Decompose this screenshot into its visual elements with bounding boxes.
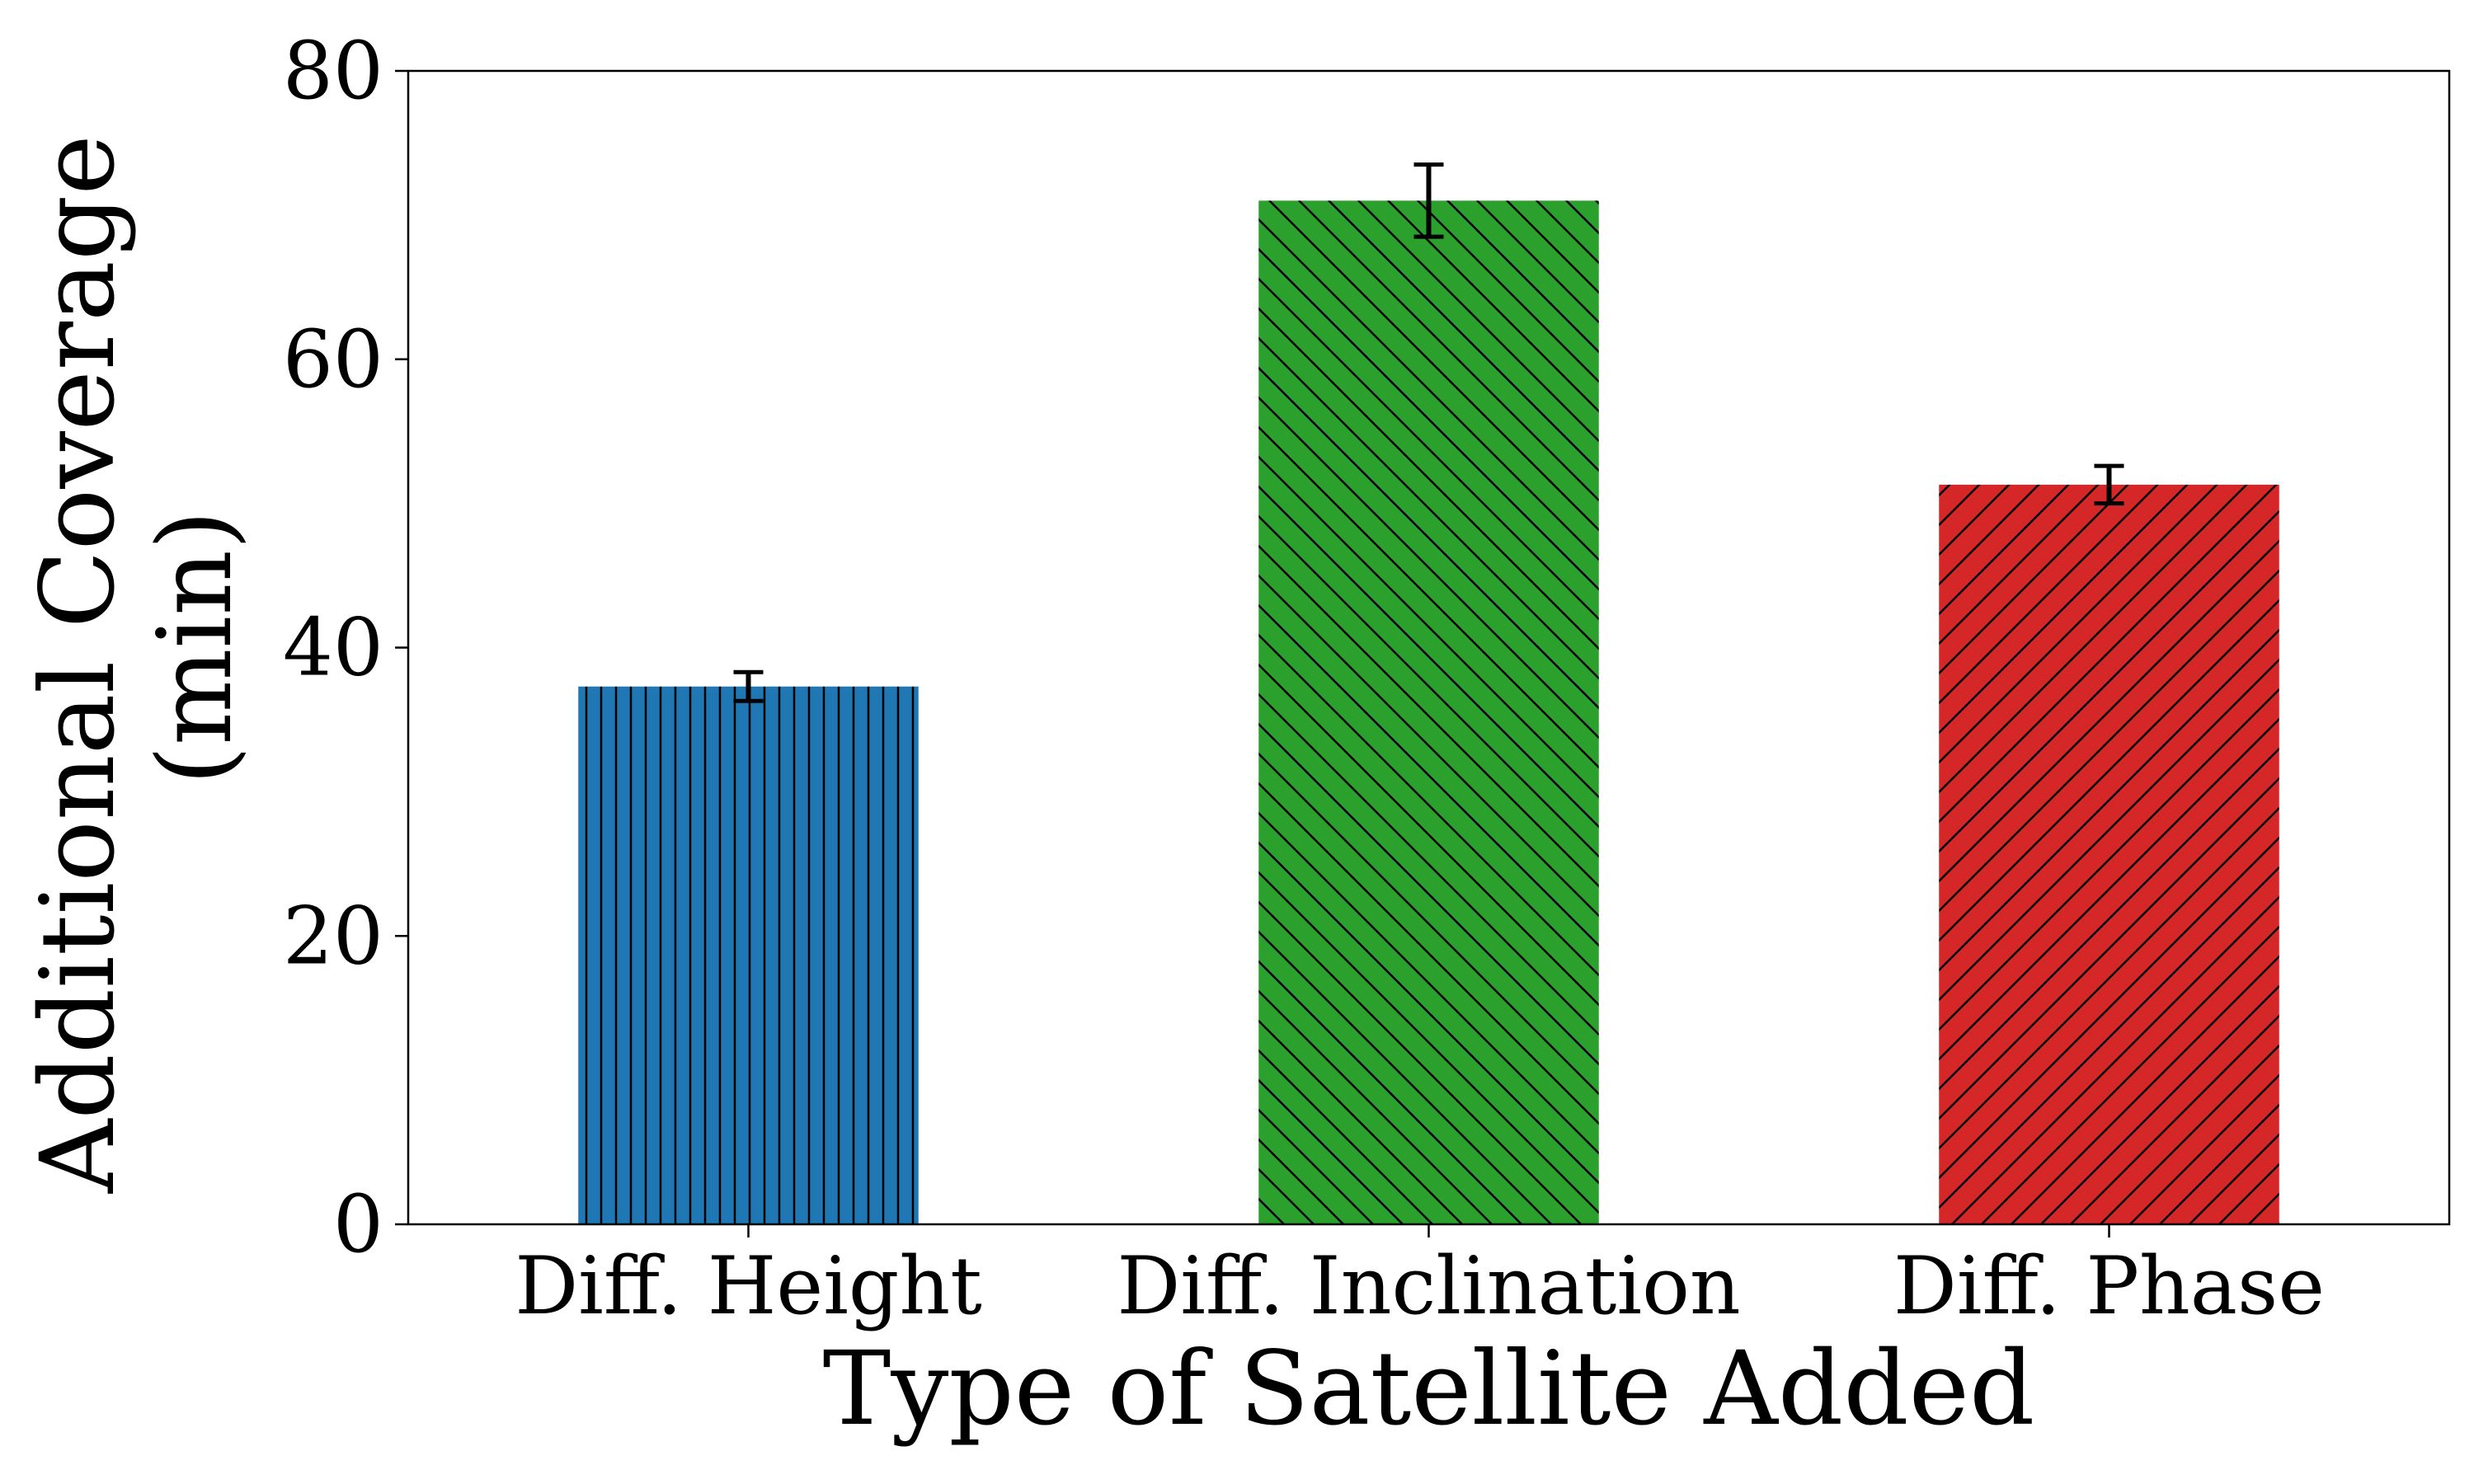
y-axis-ticks: 0 20 40 60 80	[283, 25, 408, 1270]
error-bar	[1413, 162, 1444, 239]
error-bars-layer	[733, 162, 2124, 703]
y-tick-label: 80	[283, 25, 383, 117]
x-axis-ticks: Diff. Height Diff. Inclination Diff. Phase	[515, 1224, 2325, 1332]
y-axis-title-line-2: (min)	[136, 510, 255, 786]
bars-layer	[578, 200, 2279, 1225]
bar-diff-inclination	[1258, 200, 1599, 1225]
y-axis-title-line-1: Additional Coverage	[19, 134, 138, 1194]
bar-diff-height	[578, 686, 919, 1224]
y-tick-label: 20	[283, 890, 383, 982]
x-axis-title: Type of Satellite Added	[823, 1330, 2035, 1449]
y-tick-label: 40	[283, 602, 383, 694]
x-tick-label: Diff. Phase	[1893, 1240, 2325, 1332]
bar-diff-phase	[1939, 484, 2279, 1224]
x-tick-label: Diff. Height	[515, 1240, 982, 1332]
y-tick-label: 0	[333, 1178, 383, 1270]
y-axis-title: Additional Coverage (min)	[19, 102, 255, 1194]
y-tick-label: 60	[283, 313, 383, 406]
error-bar	[2094, 463, 2124, 506]
x-tick-label: Diff. Inclination	[1117, 1240, 1740, 1332]
error-bar	[733, 669, 764, 703]
